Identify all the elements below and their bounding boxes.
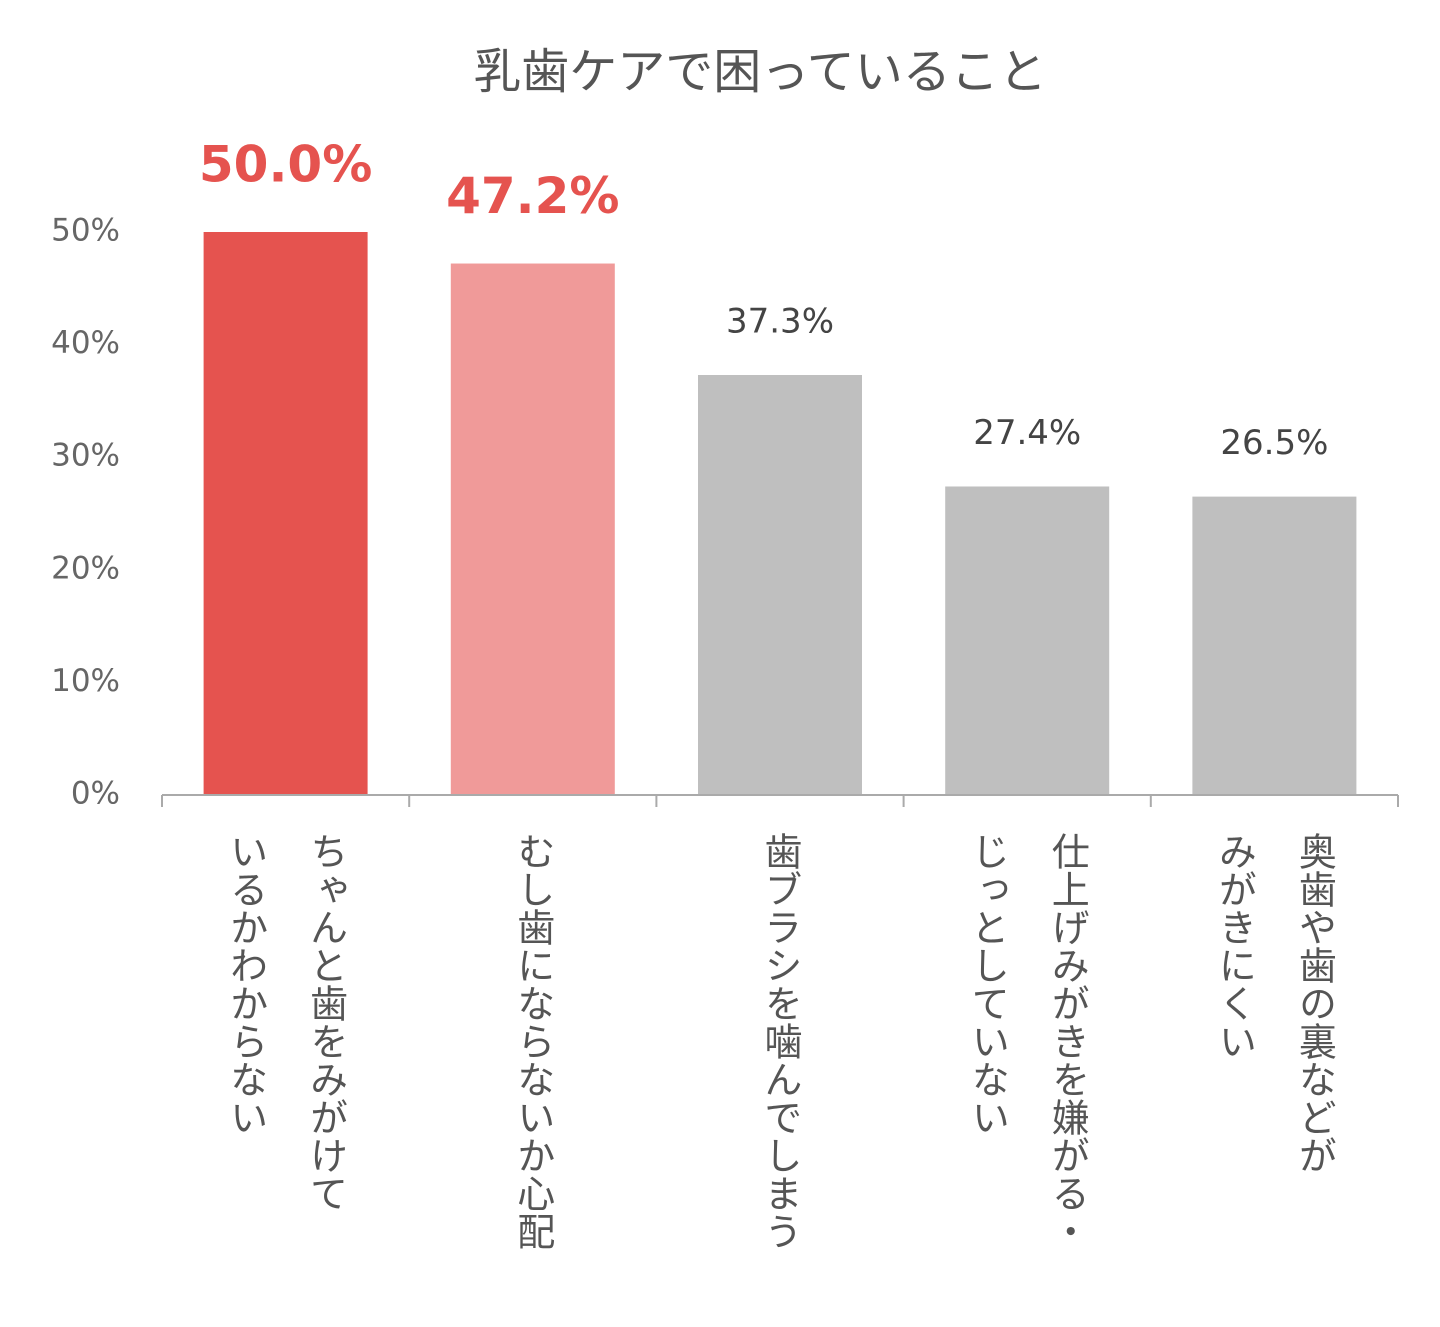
x-tick-label: いるかわからない [224, 832, 268, 1136]
x-tick-label: ちゃんと歯をみがけて [304, 832, 348, 1212]
x-tick-label: 仕上げみがきを嫌がる・ [1045, 832, 1089, 1250]
bar [450, 263, 615, 795]
bar [203, 232, 368, 795]
y-tick-label: 20% [51, 550, 120, 586]
y-tick-label: 10% [51, 663, 120, 699]
y-tick-label: 50% [51, 213, 120, 249]
value-label: 26.5% [1220, 423, 1328, 463]
chart-title: 乳歯ケアで困っていること [473, 44, 1047, 100]
y-tick-label: 30% [51, 438, 120, 474]
y-tick-label: 40% [51, 325, 120, 361]
x-tick-label: 歯ブラシを噛んでしまう [758, 832, 802, 1250]
value-label: 27.4% [973, 413, 1081, 453]
x-tick-label: 奥歯や歯の裏などが [1292, 832, 1336, 1174]
bar [945, 486, 1110, 795]
value-label: 47.2% [446, 167, 619, 225]
x-tick-label: みがきにくい [1212, 832, 1256, 1060]
bar [1192, 496, 1357, 795]
value-label: 50.0% [199, 136, 372, 194]
y-tick-label: 0% [71, 776, 120, 812]
x-tick-label: むし歯にならないか心配 [511, 832, 555, 1250]
value-label: 37.3% [726, 302, 834, 342]
bar [698, 375, 862, 795]
x-tick-label: じっとしていない [965, 832, 1009, 1136]
